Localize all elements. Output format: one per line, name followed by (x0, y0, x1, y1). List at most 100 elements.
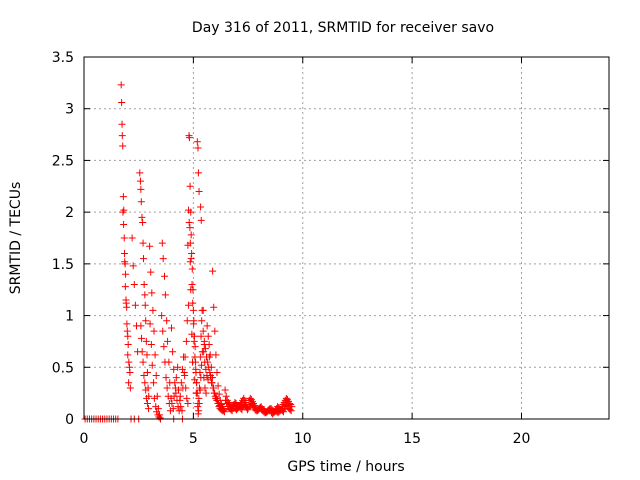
data-point-marker (118, 132, 126, 140)
data-point-marker (122, 270, 130, 278)
data-point-marker (128, 234, 136, 242)
x-tick-label: 0 (80, 431, 89, 447)
data-point-marker (143, 399, 151, 407)
data-point-marker (205, 341, 213, 349)
data-point-marker (143, 368, 151, 376)
data-point-marker (196, 386, 204, 394)
data-point-marker (222, 392, 230, 400)
data-point-marker (199, 306, 207, 314)
data-point-marker (211, 327, 219, 335)
data-point-marker (193, 138, 201, 146)
data-point-marker (143, 394, 151, 402)
data-point-marker (187, 255, 195, 263)
data-point-marker (138, 334, 146, 342)
data-point-marker (211, 389, 219, 397)
data-point-marker (194, 169, 202, 177)
data-point-marker (161, 291, 169, 299)
data-point-marker (199, 327, 207, 335)
data-point-marker (151, 351, 159, 359)
data-point-marker (165, 358, 173, 366)
data-point-marker (181, 353, 189, 361)
data-point-marker (160, 343, 168, 351)
data-point-marker (143, 351, 151, 359)
data-point-marker (142, 317, 150, 325)
data-point-marker (131, 301, 139, 309)
data-point-marker (176, 396, 184, 404)
data-point-marker (147, 341, 155, 349)
data-point-marker (147, 268, 155, 276)
data-point-marker (185, 218, 193, 226)
data-point-marker (164, 337, 172, 345)
data-point-marker (168, 324, 175, 332)
data-point-marker (172, 374, 180, 382)
data-point-marker (188, 281, 196, 289)
y-tick-label: 0 (65, 412, 74, 428)
data-point-marker (210, 384, 217, 392)
data-point-marker (214, 382, 222, 390)
y-axis-label: SRMTID / TECUs (8, 182, 24, 295)
data-point-marker (141, 379, 149, 387)
data-point-marker (158, 239, 166, 247)
data-point-marker (169, 348, 177, 356)
data-point-marker (141, 301, 149, 309)
data-point-marker (197, 216, 205, 224)
data-point-marker (141, 291, 149, 299)
data-point-marker (149, 306, 157, 314)
data-point-marker (189, 306, 197, 314)
data-point-marker (137, 198, 145, 206)
data-point-marker (168, 399, 176, 407)
data-point-marker (180, 368, 188, 376)
data-point-marker (204, 376, 212, 384)
x-tick-label: 10 (294, 431, 312, 447)
y-tick-label: 0.5 (52, 360, 74, 376)
data-point-marker (158, 312, 166, 320)
data-point-marker (212, 351, 220, 359)
data-point-marker (139, 218, 147, 226)
data-point-marker (146, 242, 154, 250)
data-point-marker (213, 368, 221, 376)
data-point-marker (118, 120, 126, 128)
data-point-marker (192, 389, 200, 397)
data-point-marker (201, 345, 209, 353)
data-point-marker (208, 379, 216, 387)
data-point-marker (219, 407, 227, 415)
data-point-marker (195, 187, 203, 195)
data-point-marker (184, 399, 192, 407)
data-points (81, 81, 296, 423)
data-point-marker (197, 332, 205, 340)
y-tick-label: 3.5 (52, 50, 74, 66)
axis-ticks: 0 0.5 1 1.5 2 2.5 3 3.5 0 5 10 15 20 (52, 50, 609, 447)
data-point-marker (220, 408, 228, 416)
data-point-marker (188, 330, 196, 338)
data-point-marker (175, 386, 182, 394)
data-point-marker (280, 408, 287, 416)
data-point-marker (124, 332, 132, 340)
data-point-marker (188, 265, 196, 273)
data-point-marker (189, 358, 196, 366)
data-point-marker (182, 337, 190, 345)
data-point-marker (204, 332, 212, 340)
data-point-marker (162, 374, 170, 382)
data-point-marker (197, 361, 205, 369)
data-point-marker (142, 337, 150, 345)
data-point-marker (178, 407, 186, 415)
data-point-marker (192, 379, 200, 387)
data-point-marker (150, 327, 158, 335)
y-tick-label: 1 (65, 309, 74, 325)
data-point-marker (174, 363, 182, 371)
data-point-marker (192, 365, 200, 373)
data-point-marker (183, 317, 191, 325)
data-point-marker (169, 405, 177, 413)
data-point-marker (125, 358, 133, 366)
plot-frame (83, 56, 610, 420)
data-point-marker (203, 322, 211, 330)
data-point-marker (119, 208, 127, 216)
data-point-marker (221, 386, 229, 394)
data-point-marker (145, 405, 153, 413)
data-point-marker (189, 299, 197, 307)
y-tick-label: 2 (65, 205, 74, 221)
data-point-marker (200, 348, 208, 356)
data-point-marker (201, 384, 209, 392)
data-point-marker (201, 358, 209, 366)
data-point-marker (202, 365, 210, 373)
